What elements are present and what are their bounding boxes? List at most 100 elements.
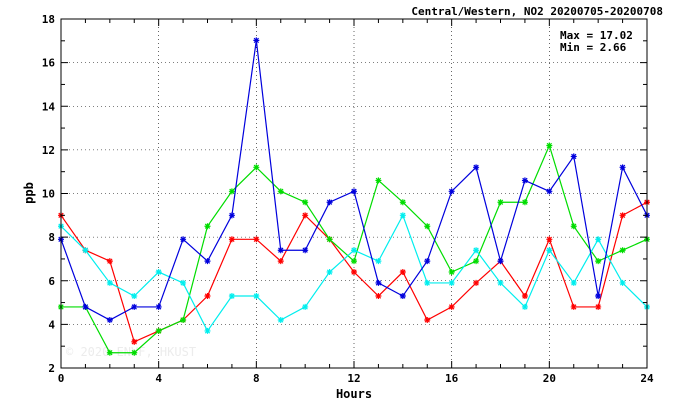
data-point [204, 223, 211, 230]
data-point [399, 293, 406, 300]
data-point [521, 177, 528, 184]
data-point [228, 212, 235, 219]
data-point [180, 236, 187, 243]
data-point [351, 269, 357, 276]
data-point [155, 269, 162, 276]
data-point [180, 317, 187, 324]
data-point [570, 153, 577, 160]
x-tick-label: 8 [253, 372, 260, 385]
series-layer [58, 37, 650, 356]
data-point [424, 317, 431, 324]
data-point [619, 279, 626, 286]
data-point [497, 199, 504, 206]
y-tick-label: 14 [42, 100, 56, 113]
x-tick-label: 12 [347, 372, 360, 385]
data-point [521, 199, 528, 206]
data-point [106, 258, 113, 265]
x-tick-label: 24 [640, 372, 654, 385]
data-point [204, 293, 211, 300]
data-point [619, 164, 626, 171]
y-tick-label: 10 [42, 188, 55, 201]
x-tick-label: 4 [155, 372, 162, 385]
series-1 [58, 199, 650, 345]
data-point [106, 349, 113, 356]
data-point [375, 258, 382, 265]
data-point [546, 247, 553, 254]
data-point [302, 247, 309, 254]
y-tick-label: 2 [48, 362, 55, 375]
chart-title: Central/Western, NO2 20200705-20200708 [411, 5, 663, 18]
data-point [326, 199, 333, 206]
data-point [106, 279, 113, 286]
x-axis-label: Hours [336, 387, 372, 401]
series-line [60, 40, 648, 321]
min-label: Min = 2.66 [560, 41, 627, 54]
data-point [375, 279, 382, 286]
y-tick-label: 6 [48, 275, 55, 288]
data-point [155, 303, 162, 310]
data-point [82, 247, 89, 254]
data-point [424, 223, 431, 230]
data-point [521, 303, 528, 310]
data-point [473, 164, 480, 171]
data-point [497, 279, 504, 286]
data-point [82, 303, 89, 310]
data-point [131, 303, 138, 310]
data-point [595, 236, 602, 243]
data-point [228, 188, 235, 195]
data-point [131, 338, 138, 345]
data-point [106, 317, 113, 324]
series-4 [58, 37, 650, 324]
watermark: © 2020 ENVF, HKUST [66, 345, 196, 359]
y-tick-label: 18 [42, 13, 55, 26]
data-point [595, 293, 602, 300]
data-point [302, 303, 309, 310]
data-point [204, 258, 211, 265]
data-point [448, 303, 455, 310]
data-point [131, 293, 138, 300]
data-point [277, 317, 284, 324]
data-point [570, 223, 577, 230]
data-point [253, 37, 260, 44]
data-point [302, 212, 309, 219]
data-point [253, 236, 260, 243]
data-point [253, 164, 260, 171]
data-point [375, 177, 382, 184]
data-point [448, 188, 455, 195]
data-point [277, 258, 284, 265]
data-point [277, 188, 284, 195]
data-point [204, 327, 211, 334]
data-point [424, 258, 431, 265]
data-point [302, 199, 309, 206]
data-point [570, 303, 577, 310]
data-point [326, 236, 333, 243]
data-point [351, 247, 357, 254]
data-point [399, 212, 406, 219]
data-point [595, 258, 602, 265]
data-point [277, 247, 284, 254]
axis-ticks [60, 18, 648, 369]
x-tick-label: 20 [543, 372, 556, 385]
data-point [546, 236, 553, 243]
data-point [351, 188, 357, 195]
data-point [375, 293, 382, 300]
data-point [399, 269, 406, 276]
y-axis-label: ppb [22, 182, 36, 204]
data-point [473, 247, 480, 254]
x-tick-label: 0 [58, 372, 65, 385]
data-point [155, 327, 162, 334]
data-point [424, 279, 431, 286]
y-tick-label: 8 [48, 231, 55, 244]
data-point [326, 269, 333, 276]
data-point [546, 142, 553, 149]
data-point [228, 236, 235, 243]
data-point [619, 212, 626, 219]
data-point [619, 247, 626, 254]
y-tick-label: 4 [48, 318, 55, 331]
y-tick-label: 16 [42, 57, 56, 70]
data-point [180, 279, 187, 286]
data-point [546, 188, 553, 195]
data-point [131, 349, 138, 356]
